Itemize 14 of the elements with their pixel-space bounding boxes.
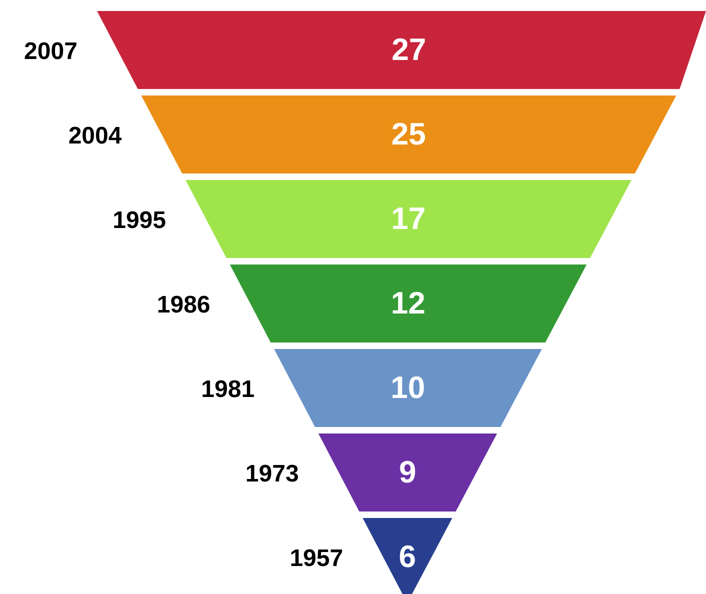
category-label: 1995 [112, 207, 166, 234]
category-label: 1986 [156, 292, 210, 318]
data-label: 10 [390, 370, 426, 405]
category-label: 1973 [245, 460, 299, 488]
data-label: 9 [398, 454, 416, 490]
data-label: 12 [390, 286, 426, 320]
data-label: 27 [392, 32, 426, 67]
category-label: 2007 [24, 38, 78, 65]
data-label: 25 [391, 116, 426, 152]
data-label: 6 [398, 539, 416, 574]
category-label: 2004 [68, 122, 122, 150]
category-label: 1981 [201, 376, 255, 403]
category-label: 1957 [290, 545, 344, 572]
data-label: 17 [391, 201, 426, 236]
